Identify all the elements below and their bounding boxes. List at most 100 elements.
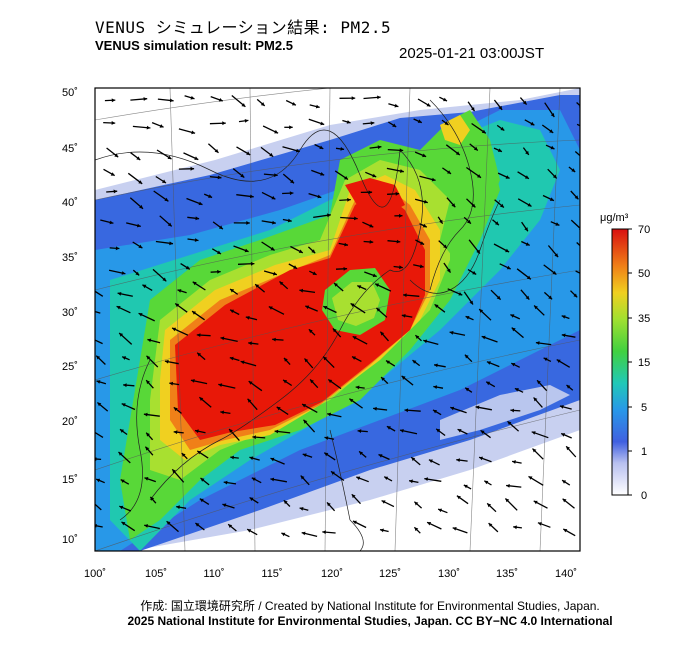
wind-arrow-head (135, 271, 140, 276)
wind-arrow-head (464, 354, 469, 359)
wind-arrow-head (244, 119, 249, 123)
wind-arrow-head (117, 292, 122, 296)
wind-arrow-head (352, 356, 356, 360)
colorbar-label: 50 (638, 268, 650, 280)
wind-arrow-head (111, 121, 116, 125)
wind-arrow-head (537, 522, 542, 526)
wind-arrow-head (250, 261, 255, 266)
wind-arrow-head (290, 179, 294, 184)
wind-arrow-head (373, 406, 377, 411)
wind-arrow-head (268, 306, 273, 310)
credit-line: 作成: 国立環境研究所 / Created by National Instit… (140, 599, 600, 613)
wind-arrow-head (302, 404, 307, 408)
wind-arrow-head (477, 174, 481, 178)
wind-arrow-head (162, 277, 167, 282)
lon-tick-label: 115˚ (261, 568, 282, 580)
wind-arrow-head (113, 189, 118, 194)
wind-arrow-head (229, 356, 234, 361)
wind-arrow-head (409, 479, 413, 484)
wind-arrow-head (465, 387, 470, 392)
wind-arrow-head (400, 429, 404, 433)
colorbar-unit: μg/m³ (600, 212, 629, 224)
wind-arrow-head (533, 500, 538, 505)
wind-arrow-head (319, 145, 324, 149)
wind-arrow-head (510, 408, 514, 413)
wind-arrow-head (119, 505, 124, 510)
wind-arrow-head (344, 176, 348, 180)
wind-arrow-head (295, 148, 300, 153)
wind-arrow-head (270, 457, 275, 462)
graticule-layer (95, 88, 580, 551)
colorbar-label: 35 (638, 313, 650, 325)
wind-arrow-head (240, 173, 245, 178)
wind-arrow-head (470, 107, 475, 112)
map-title-english: VENUS simulation result: PM2.5 (95, 38, 293, 53)
wind-arrow-head (331, 471, 335, 475)
wind-arrow-head (194, 238, 199, 242)
wind-arrow-head (142, 284, 147, 289)
colorbar-gradient (611, 228, 629, 496)
wind-arrow-head (218, 98, 223, 102)
wind-arrow-head (166, 521, 171, 525)
wind-arrow-head (244, 248, 249, 253)
wind-arrow-head (561, 433, 566, 437)
wind-arrow-head (250, 194, 254, 199)
lon-tick-label: 125˚ (379, 568, 401, 580)
wind-arrow-head (550, 113, 555, 117)
wind-arrow-head (315, 104, 320, 109)
wind-arrow-head (512, 460, 516, 464)
wind-arrow-head (138, 313, 143, 317)
wind-arrow-head (555, 222, 560, 226)
wind-arrow-head (173, 407, 178, 412)
wind-arrow-head (452, 527, 457, 531)
wind-arrow-head (283, 379, 288, 384)
lon-tick-label: 130˚ (438, 568, 460, 580)
wind-arrow-head (190, 379, 195, 383)
wind-arrow-head (136, 223, 141, 228)
wind-arrow-head (556, 359, 561, 363)
wind-arrow-head (119, 333, 124, 337)
map-title-japanese: VENUS シミュレーション結果: PM2.5 (95, 18, 392, 37)
wind-arrow-head (434, 363, 438, 368)
wind-arrow-head (359, 451, 363, 456)
colorbar-label: 15 (638, 357, 650, 369)
wind-arrow-head (395, 191, 400, 196)
wind-arrow-head (346, 120, 351, 124)
wind-arrow-head (450, 406, 455, 411)
wind-arrow-head (403, 293, 407, 298)
wind-arrow-head (455, 151, 460, 155)
wind-arrow-head (247, 398, 252, 403)
wind-arrow-head (324, 436, 329, 440)
wind-arrow-head (505, 498, 510, 503)
wind-arrow-head (111, 98, 116, 103)
wind-arrow (570, 219, 580, 230)
wind-arrow-head (487, 503, 492, 508)
wind-arrow-head (352, 520, 357, 525)
wind-arrow-head (300, 475, 305, 480)
wind-arrow-head (167, 155, 172, 160)
wind-arrow-head (144, 524, 148, 528)
wind-arrow-head (444, 121, 449, 125)
wind-arrow-head (220, 410, 224, 415)
wind-arrow-head (110, 172, 115, 176)
wind-arrow-head (327, 412, 331, 417)
wind-arrow (576, 242, 580, 247)
wind-arrow-head (401, 375, 406, 380)
wind-arrow-head (332, 328, 337, 333)
wind-arrow-head (274, 129, 279, 134)
wind-arrow-head (400, 169, 404, 173)
wind-arrow-head (169, 98, 174, 103)
wind-arrow-head (181, 453, 186, 457)
wind-arrow-head (230, 309, 235, 314)
wind-arrow-head (222, 121, 226, 126)
wind-arrow-head (375, 283, 380, 287)
coastline-layer (95, 99, 501, 551)
wind-arrow-head (431, 177, 436, 182)
wind-arrow-head (386, 426, 391, 430)
wind-arrow-head (240, 360, 245, 365)
wind-arrow-head (146, 125, 151, 130)
wind-arrow-head (172, 327, 177, 332)
wind-arrow-head (289, 191, 294, 196)
wind-arrow-head (465, 316, 470, 320)
wind-arrow-head (83, 307, 87, 311)
